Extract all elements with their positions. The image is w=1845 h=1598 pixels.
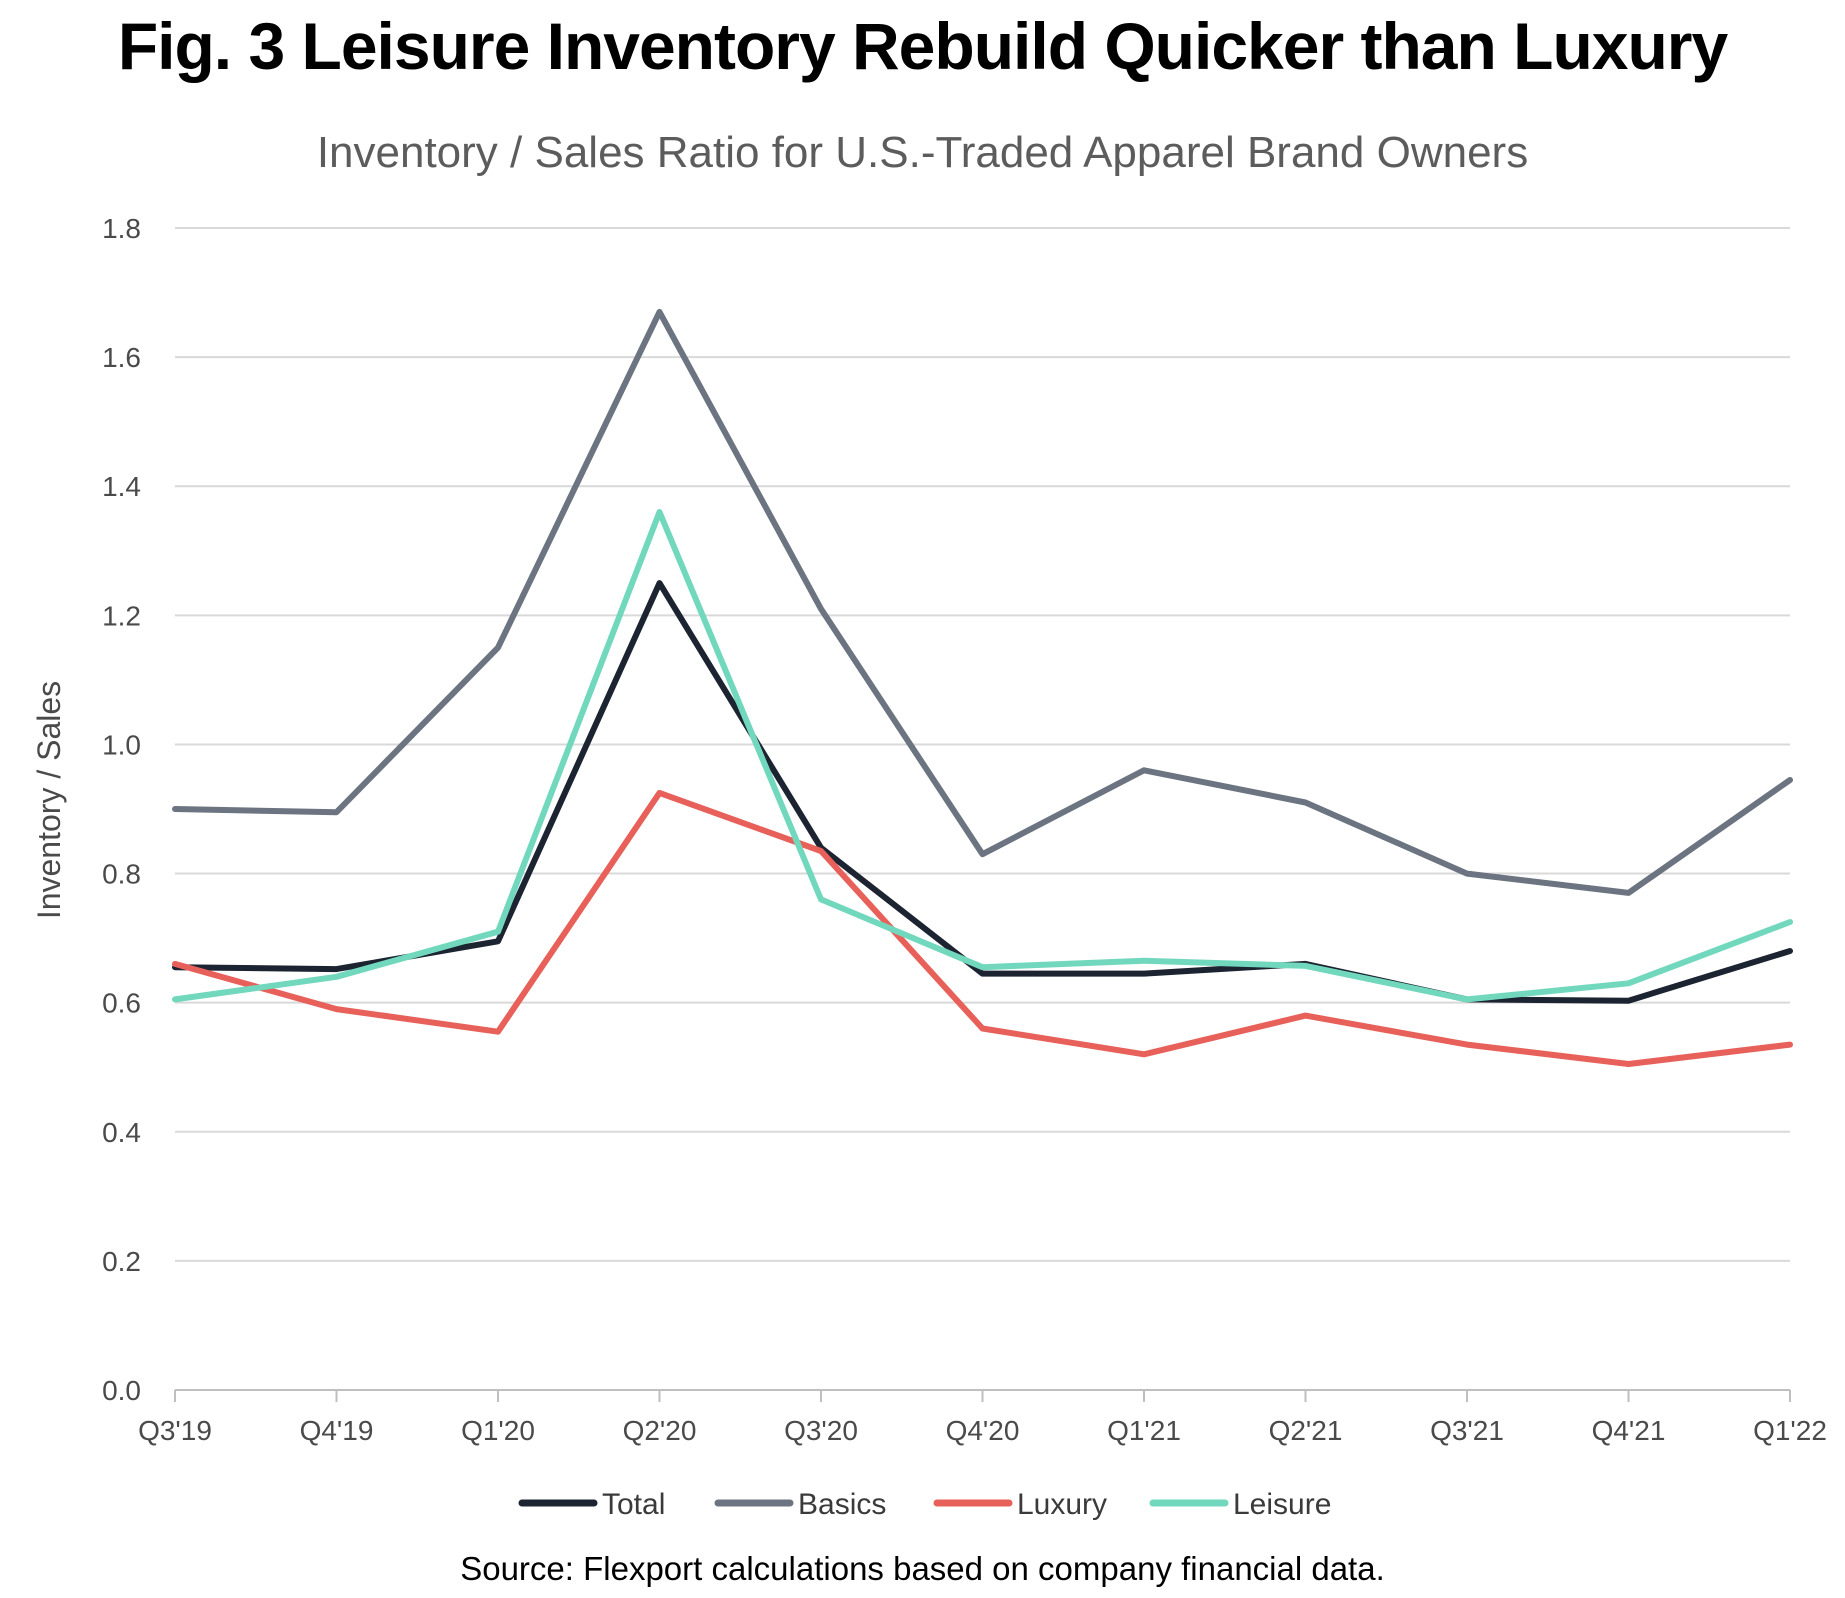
x-tick-label: Q4'19 (300, 1415, 374, 1446)
y-tick-label: 1.2 (102, 600, 141, 631)
legend: Total Basics Luxury Leisure (518, 1488, 1331, 1521)
series-line-total (172, 580, 1793, 1004)
x-axis: Q3'19 Q4'19 Q1'20 Q2'20 Q3'20 Q4'20 Q1'21 Q2'21… (138, 1389, 1827, 1446)
x-tick-label: Q4'21 (1592, 1415, 1666, 1446)
y-tick-label: 1.4 (102, 471, 141, 502)
x-tick-label: Q4'20 (946, 1415, 1020, 1446)
series-line-leisure (172, 509, 1793, 1003)
x-tick-label: Q1'20 (461, 1415, 535, 1446)
x-tick-label: Q3'20 (784, 1415, 858, 1446)
chart-subtitle: Inventory / Sales Ratio for U.S.-Traded … (316, 128, 1529, 177)
y-tick-label: 1.0 (102, 729, 141, 760)
y-tick-label: 0.6 (102, 988, 141, 1019)
y-axis-ticks: 0.0 0.2 0.4 0.6 0.8 1.0 1.2 1.4 1.6 1.8 (102, 213, 141, 1406)
series-line-luxury (172, 789, 1793, 1067)
y-tick-label: 1.8 (102, 213, 141, 244)
legend-label-luxury: Luxury (1017, 1488, 1107, 1521)
y-tick-label: 0.4 (102, 1117, 141, 1148)
x-tick-label: Q1'21 (1107, 1415, 1181, 1446)
y-tick-label: 0.0 (102, 1375, 141, 1406)
chart-title: Fig. 3 Leisure Inventory Rebuild Quicker… (117, 9, 1728, 83)
x-tick-label: Q3'21 (1430, 1415, 1504, 1446)
series-line-basics (172, 308, 1793, 896)
x-tick-label: Q1'22 (1753, 1415, 1827, 1446)
y-tick-label: 0.8 (102, 859, 141, 890)
y-tick-label: 1.6 (102, 342, 141, 373)
legend-label-leisure: Leisure (1233, 1488, 1331, 1521)
source-note: Source: Flexport calculations based on c… (460, 1550, 1385, 1587)
x-tick-label: Q3'19 (138, 1415, 212, 1446)
gridlines (175, 227, 1790, 1262)
y-tick-label: 0.2 (102, 1246, 141, 1277)
legend-label-basics: Basics (798, 1488, 886, 1521)
y-axis-label: Inventory / Sales (31, 681, 67, 919)
x-tick-label: Q2'21 (1269, 1415, 1343, 1446)
series-lines (172, 308, 1793, 1067)
x-tick-label: Q2'20 (623, 1415, 697, 1446)
legend-label-total: Total (602, 1488, 665, 1521)
